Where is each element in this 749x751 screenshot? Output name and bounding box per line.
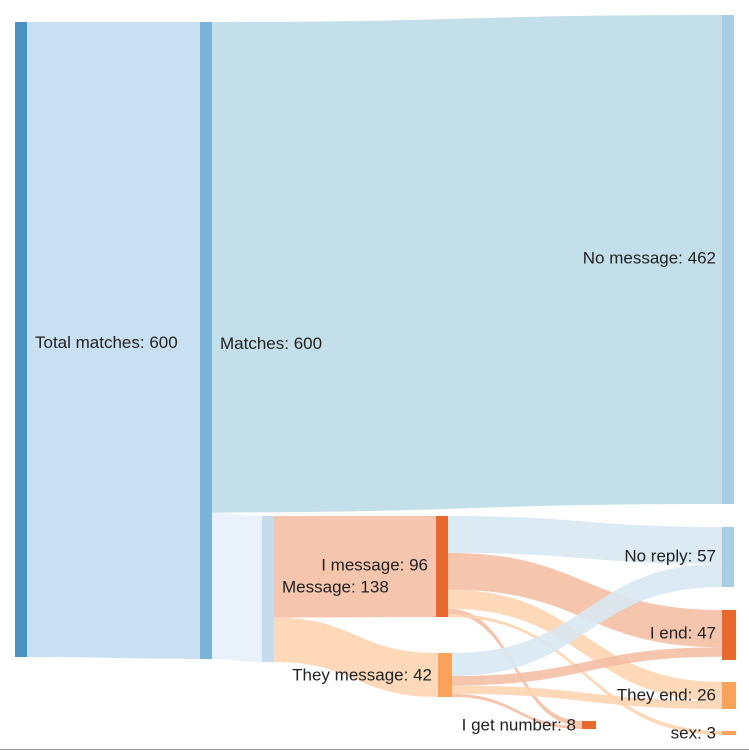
link-i_message-to-no_reply: [448, 516, 722, 564]
node-they-message: [438, 653, 452, 697]
node-message: [262, 516, 274, 662]
label-they-message: They message: 42: [292, 665, 432, 684]
sankey-links: [27, 15, 722, 735]
link-i_message-to-they_end: [448, 589, 722, 701]
node-no-message: [722, 15, 734, 504]
node-i-get-number: [582, 721, 596, 729]
link-i_message-to-sex: [448, 613, 722, 735]
bottom-divider: [0, 749, 749, 750]
link-message-to-i_message: [274, 516, 436, 618]
label-i-get-number: I get number: 8: [462, 715, 576, 734]
label-i-message: I message: 96: [321, 555, 428, 574]
link-they_message-to-no_reply: [452, 563, 722, 677]
link-matches-to-no_message: [212, 15, 722, 513]
link-total-to-matches: [27, 22, 200, 659]
node-they-end: [722, 682, 736, 709]
node-i-message: [436, 516, 448, 617]
link-they_message-to-i_end: [452, 647, 722, 686]
label-i-end: I end: 47: [650, 623, 716, 642]
label-total: Total matches: 600: [35, 333, 178, 352]
sankey-nodes: [15, 15, 736, 735]
link-i_message-to-i_end: [448, 552, 722, 648]
link-matches-to-message: [212, 512, 262, 662]
label-matches: Matches: 600: [220, 334, 322, 353]
link-message-to-they_message: [274, 617, 438, 697]
sankey-labels: Total matches: 600 Matches: 600 No message…: [35, 248, 716, 742]
label-no-message: No message: 462: [583, 248, 716, 267]
label-message: Message: 138: [282, 577, 389, 596]
link-they_message-to-they_end: [452, 685, 722, 709]
node-i-end: [722, 610, 736, 660]
label-they-end: They end: 26: [617, 685, 716, 704]
label-no-reply: No reply: 57: [624, 546, 716, 565]
node-sex: [722, 731, 736, 735]
node-matches: [200, 22, 212, 659]
node-no-reply: [722, 527, 734, 587]
label-sex: sex: 3: [671, 723, 716, 742]
link-they_message-to-i_get_number: [452, 693, 582, 729]
node-total: [15, 22, 27, 657]
